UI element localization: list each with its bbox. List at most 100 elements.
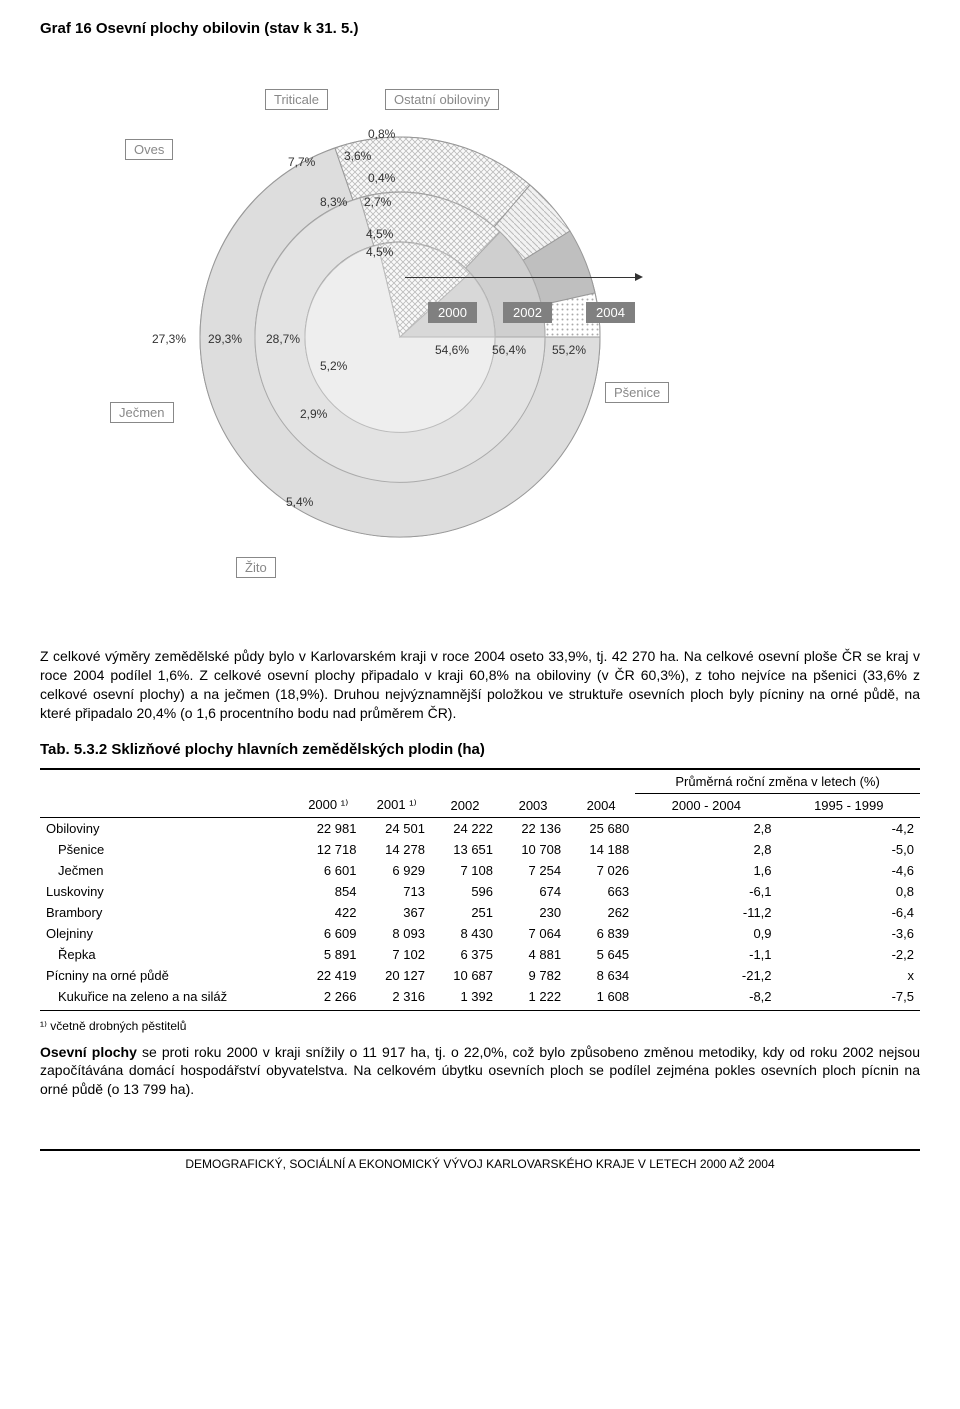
- cell: 251: [431, 902, 499, 923]
- cell: -6,4: [778, 902, 920, 923]
- cereal-pie-chart: Triticale Ostatní obiloviny Oves Ječmen …: [40, 47, 740, 627]
- cell: 0,8: [778, 881, 920, 902]
- pct-27-3: 27,3%: [152, 332, 186, 346]
- legend-triticale: Triticale: [265, 89, 328, 110]
- page-footer: DEMOGRAFICKÝ, SOCIÁLNÍ A EKONOMICKÝ VÝVO…: [40, 1149, 920, 1171]
- row-name: Brambory: [40, 902, 294, 923]
- cell: 10 708: [499, 839, 567, 860]
- row-name: Pšenice: [40, 839, 294, 860]
- cell: -6,1: [635, 881, 777, 902]
- cell: -2,2: [778, 944, 920, 965]
- cell: -7,5: [778, 986, 920, 1011]
- cell: 663: [567, 881, 635, 902]
- cell: 8 093: [362, 923, 430, 944]
- pct-29-3: 29,3%: [208, 332, 242, 346]
- table-row: Pícniny na orné půdě22 41920 12710 6879 …: [40, 965, 920, 986]
- cell: 22 419: [294, 965, 362, 986]
- cell: 7 108: [431, 860, 499, 881]
- cell: 2 266: [294, 986, 362, 1011]
- cell: 5 645: [567, 944, 635, 965]
- pct-55-2: 55,2%: [552, 343, 586, 357]
- para2-rest: se proti roku 2000 v kraji snížily o 11 …: [40, 1044, 920, 1098]
- year-2000: 2000: [428, 302, 477, 323]
- pct-3-6: 3,6%: [344, 149, 371, 163]
- table-row: Obiloviny22 98124 50124 22222 13625 6802…: [40, 817, 920, 839]
- cell: -4,2: [778, 817, 920, 839]
- cell: 22 136: [499, 817, 567, 839]
- cell: 262: [567, 902, 635, 923]
- paragraph-2: Osevní plochy se proti roku 2000 v kraji…: [40, 1043, 920, 1100]
- row-name: Řepka: [40, 944, 294, 965]
- table-footnote: ¹⁾ včetně drobných pěstitelů: [40, 1019, 920, 1033]
- cell: 24 222: [431, 817, 499, 839]
- legend-psenice: Pšenice: [605, 382, 669, 403]
- cell: 8 634: [567, 965, 635, 986]
- cell: 1 222: [499, 986, 567, 1011]
- cell: 14 188: [567, 839, 635, 860]
- table-row: Ječmen6 6016 9297 1087 2547 0261,6-4,6: [40, 860, 920, 881]
- cell: -11,2: [635, 902, 777, 923]
- cell: 25 680: [567, 817, 635, 839]
- cell: 8 430: [431, 923, 499, 944]
- cell: 9 782: [499, 965, 567, 986]
- paragraph-1: Z celkové výměry zemědělské půdy bylo v …: [40, 647, 920, 723]
- cell: 7 254: [499, 860, 567, 881]
- table-row: Pšenice12 71814 27813 65110 70814 1882,8…: [40, 839, 920, 860]
- table-row: Luskoviny854713596674663-6,10,8: [40, 881, 920, 902]
- pct-2-9: 2,9%: [300, 407, 327, 421]
- cell: 1,6: [635, 860, 777, 881]
- para2-bold: Osevní plochy: [40, 1044, 142, 1060]
- table-row: Olejniny6 6098 0938 4307 0646 8390,9-3,6: [40, 923, 920, 944]
- col-range1: 2000 - 2004: [635, 793, 777, 817]
- chart-title: Graf 16 Osevní plochy obilovin (stav k 3…: [40, 20, 920, 37]
- cell: 14 278: [362, 839, 430, 860]
- cell: -3,6: [778, 923, 920, 944]
- cell: 10 687: [431, 965, 499, 986]
- pct-7-7: 7,7%: [288, 155, 315, 169]
- cell: 422: [294, 902, 362, 923]
- row-name: Pícniny na orné půdě: [40, 965, 294, 986]
- col-2004: 2004: [567, 769, 635, 818]
- cell: 22 981: [294, 817, 362, 839]
- year-2002: 2002: [503, 302, 552, 323]
- cell: 7 102: [362, 944, 430, 965]
- cell: 230: [499, 902, 567, 923]
- cell: 6 609: [294, 923, 362, 944]
- cell: 20 127: [362, 965, 430, 986]
- cell: 7 064: [499, 923, 567, 944]
- cell: 6 929: [362, 860, 430, 881]
- cell: 6 839: [567, 923, 635, 944]
- table-row: Řepka5 8917 1026 3754 8815 645-1,1-2,2: [40, 944, 920, 965]
- pct-28-7: 28,7%: [266, 332, 300, 346]
- cell: -8,2: [635, 986, 777, 1011]
- cell: 713: [362, 881, 430, 902]
- cell: 2,8: [635, 817, 777, 839]
- harvest-table: 2000 ¹⁾ 2001 ¹⁾ 2002 2003 2004 Průměrná …: [40, 768, 920, 1011]
- year-2004: 2004: [586, 302, 635, 323]
- legend-jecmen: Ječmen: [110, 402, 174, 423]
- col-2002: 2002: [431, 769, 499, 818]
- cell: x: [778, 965, 920, 986]
- cell: 0,9: [635, 923, 777, 944]
- cell: -1,1: [635, 944, 777, 965]
- cell: 854: [294, 881, 362, 902]
- pct-0-4: 0,4%: [368, 171, 395, 185]
- cell: 2 316: [362, 986, 430, 1011]
- cell: 12 718: [294, 839, 362, 860]
- row-name: Obiloviny: [40, 817, 294, 839]
- cell: 6 601: [294, 860, 362, 881]
- cell: 24 501: [362, 817, 430, 839]
- pct-56-4: 56,4%: [492, 343, 526, 357]
- cell: -4,6: [778, 860, 920, 881]
- col-2003: 2003: [499, 769, 567, 818]
- cell: 2,8: [635, 839, 777, 860]
- row-name: Ječmen: [40, 860, 294, 881]
- col-2001: 2001 ¹⁾: [362, 769, 430, 818]
- cell: -21,2: [635, 965, 777, 986]
- cell: 7 026: [567, 860, 635, 881]
- cell: 674: [499, 881, 567, 902]
- legend-oves: Oves: [125, 139, 173, 160]
- col-range2: 1995 - 1999: [778, 793, 920, 817]
- row-name: Luskoviny: [40, 881, 294, 902]
- row-name: Kukuřice na zeleno a na siláž: [40, 986, 294, 1011]
